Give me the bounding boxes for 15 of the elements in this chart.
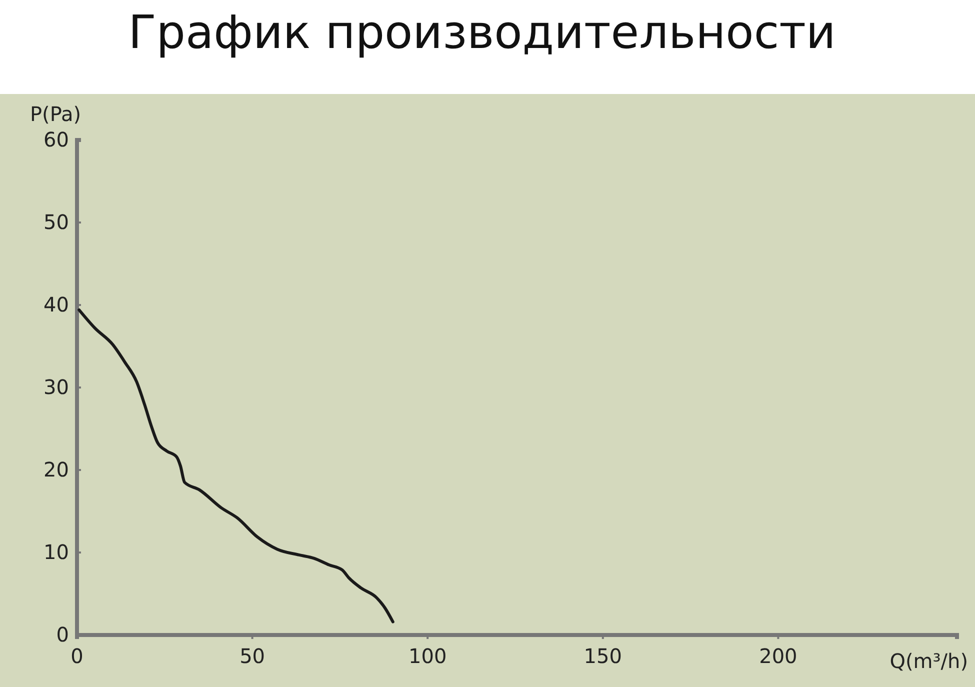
y-tick-label: 0 bbox=[56, 622, 69, 646]
y-tick-label: 30 bbox=[44, 374, 69, 399]
y-tick-label: 40 bbox=[44, 292, 69, 316]
y-tick-label: 10 bbox=[44, 540, 69, 564]
x-tick-label: 200 bbox=[759, 644, 798, 668]
x-axis-title: Q(m³/h) bbox=[890, 649, 968, 673]
x-tick-label: 50 bbox=[240, 644, 266, 668]
x-tick-label: 150 bbox=[584, 644, 622, 668]
y-axis-title: P(Pa) bbox=[30, 102, 82, 126]
y-tick-label: 20 bbox=[44, 457, 69, 482]
y-tick-label: 60 bbox=[44, 127, 69, 152]
y-tick-label: 50 bbox=[44, 210, 69, 234]
x-tick-label: 100 bbox=[408, 644, 447, 668]
chart-title: График производительности bbox=[128, 5, 836, 59]
line-series bbox=[78, 308, 394, 624]
